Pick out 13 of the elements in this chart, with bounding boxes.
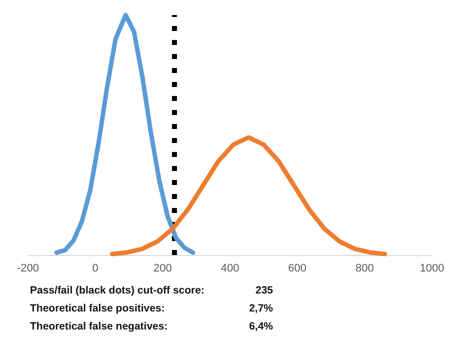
x-tick-label: 1000 bbox=[420, 262, 444, 274]
x-tick-label: 600 bbox=[288, 262, 307, 274]
text: Theoretical false positives: bbox=[30, 302, 165, 314]
x-tick-label: 400 bbox=[220, 262, 240, 274]
x-tick-label: -200 bbox=[16, 262, 40, 274]
text: 235 bbox=[255, 284, 274, 296]
x-tick-label: 200 bbox=[153, 262, 172, 274]
text: 6,4% bbox=[249, 320, 274, 332]
text: 2,7% bbox=[249, 302, 274, 314]
text: Pass/fail (black dots) cut-off score: bbox=[30, 284, 204, 296]
x-tick-label: 800 bbox=[355, 262, 374, 274]
x-tick-label: 0 bbox=[92, 262, 98, 274]
text: Theoretical false negatives: bbox=[30, 320, 168, 332]
